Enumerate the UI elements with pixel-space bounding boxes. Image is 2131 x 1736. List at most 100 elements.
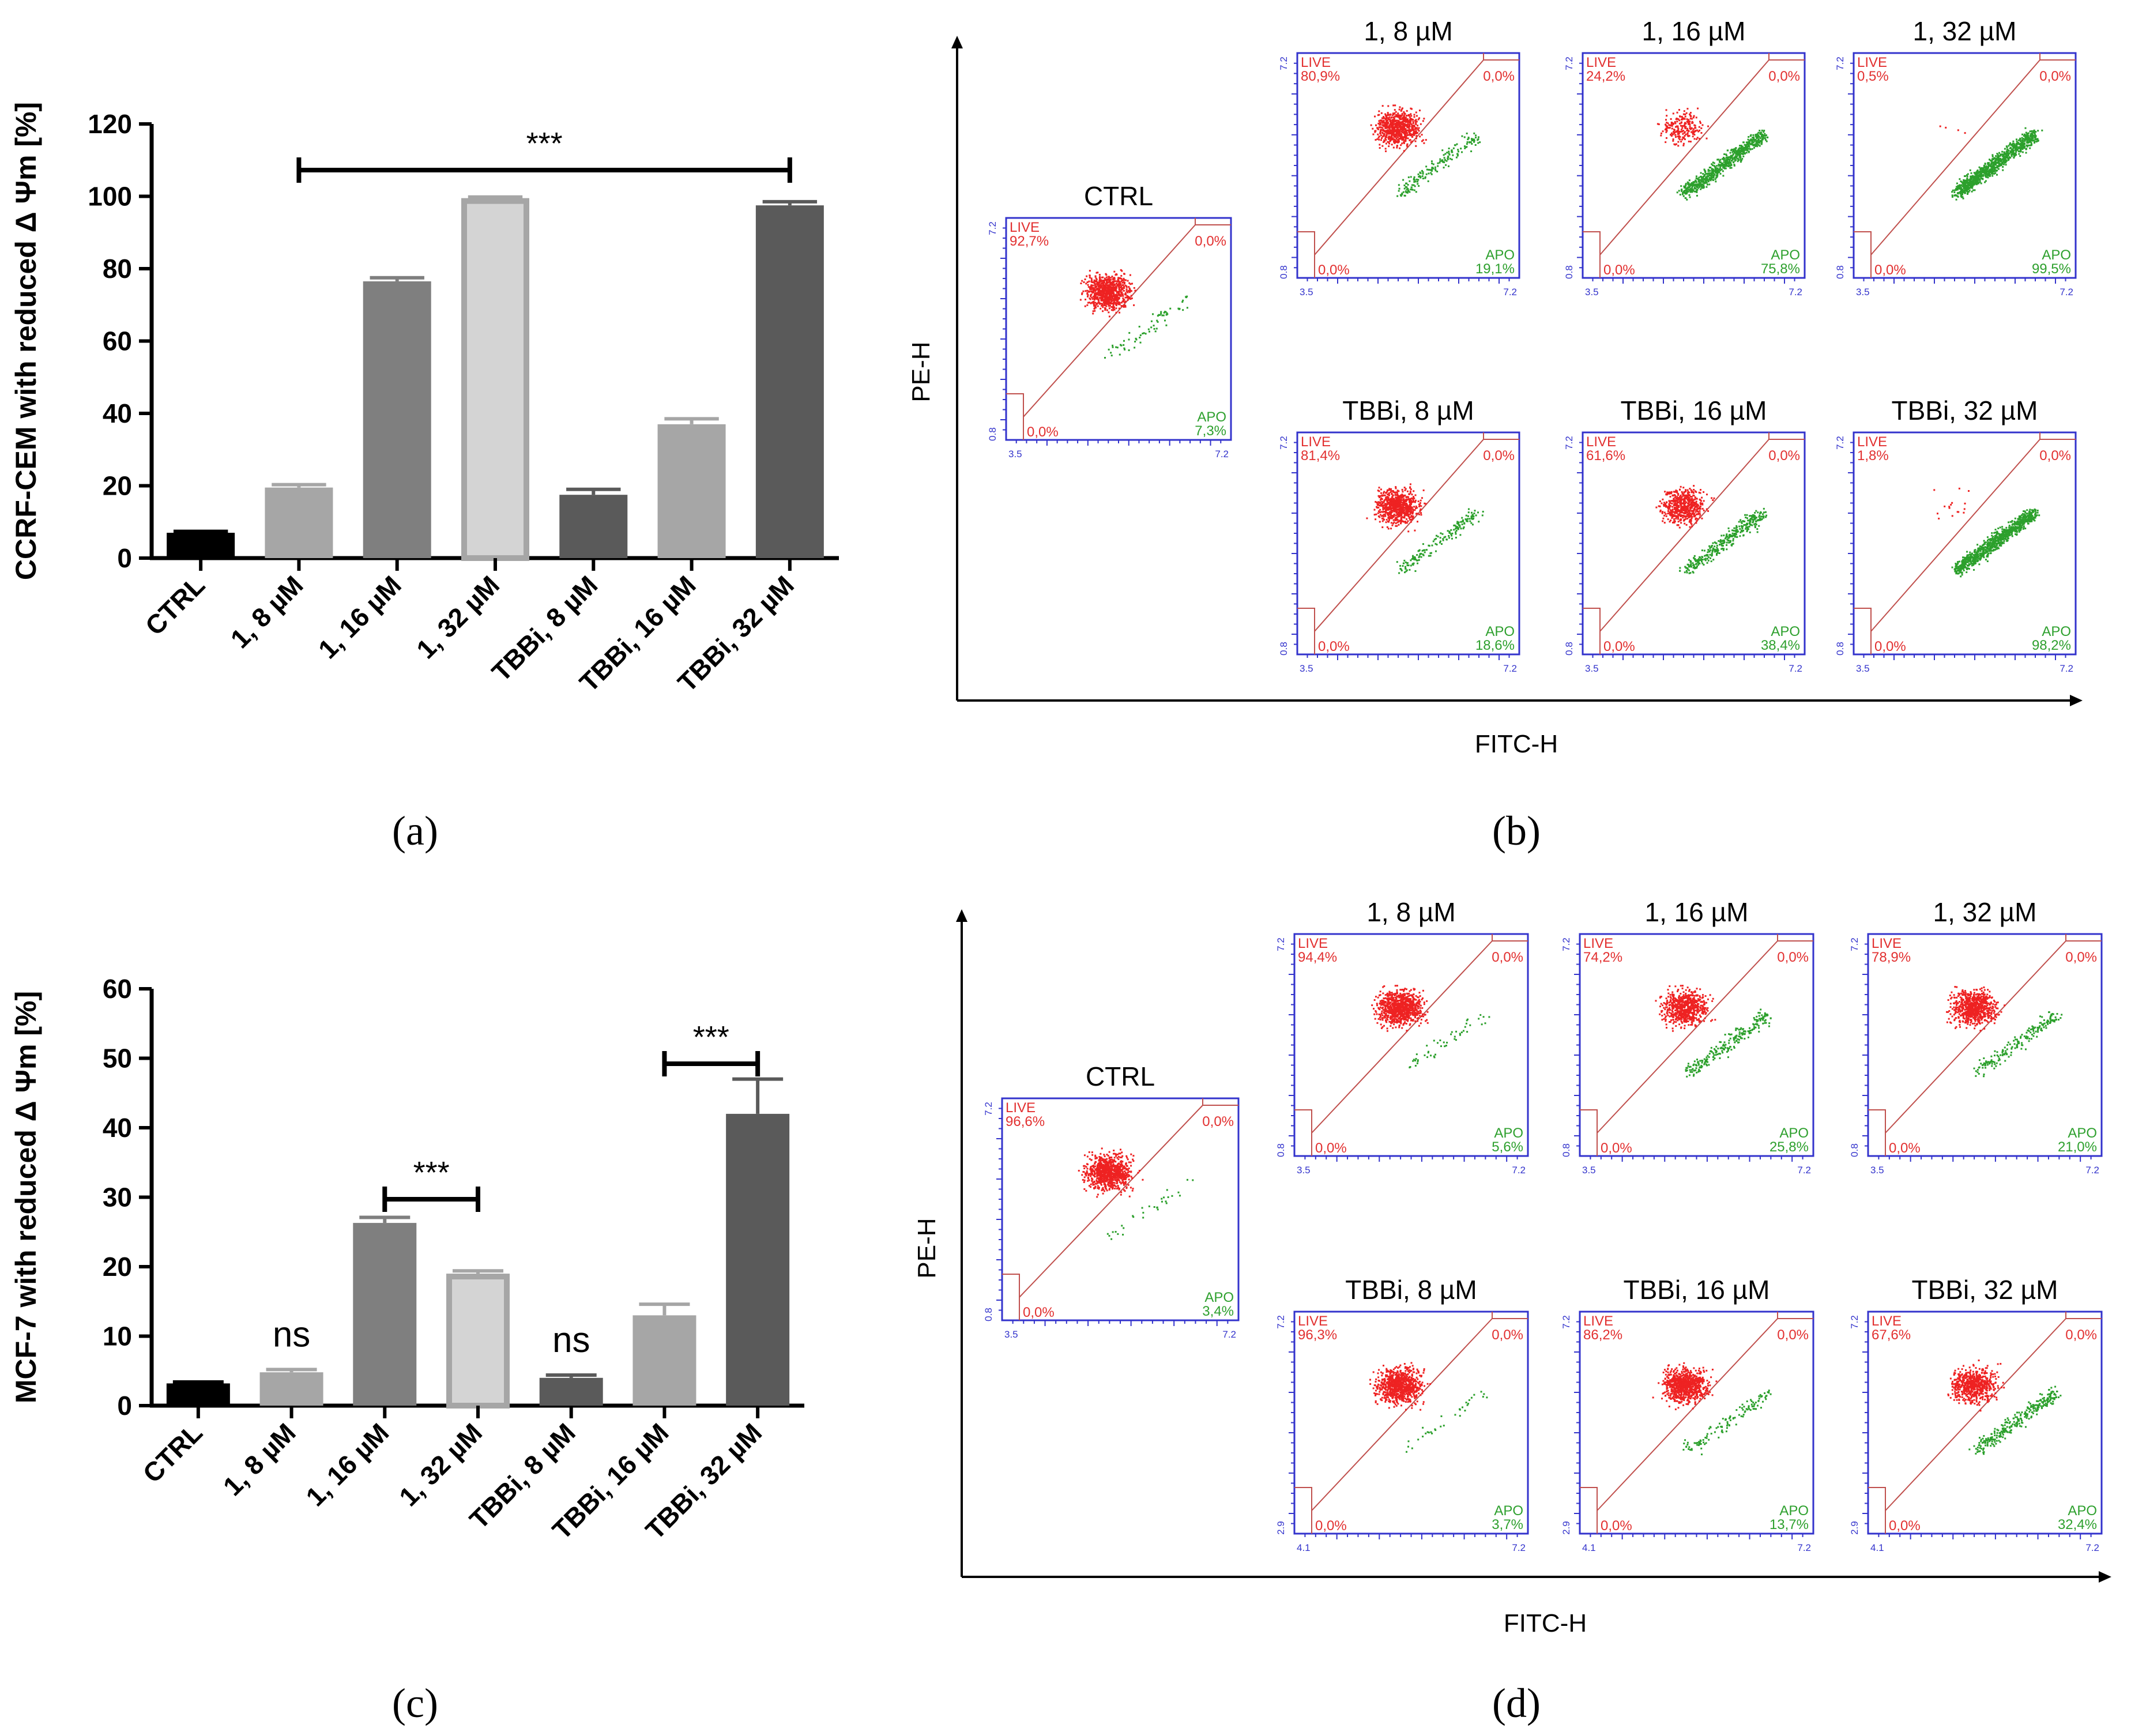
apo-dot <box>1473 139 1475 141</box>
live-dot <box>1101 282 1104 284</box>
live-dot <box>1134 289 1136 292</box>
live-dot <box>1383 117 1385 119</box>
live-dot <box>1385 492 1387 494</box>
live-dot <box>1407 515 1410 518</box>
apo-dot <box>2015 154 2017 156</box>
apo-dot <box>1413 179 1415 181</box>
live-dot <box>1100 279 1102 281</box>
live-dot <box>1394 109 1396 111</box>
live-dot <box>1416 507 1418 509</box>
live-dot <box>1380 112 1383 114</box>
live-dot <box>1389 140 1391 142</box>
live-dot <box>1112 288 1114 291</box>
apo-dot <box>2034 136 2036 138</box>
apo-dot <box>1413 558 1415 560</box>
apo-dot <box>1702 176 1704 179</box>
live-dot <box>1377 512 1379 514</box>
live-dot <box>1676 490 1678 492</box>
apo-dot <box>2018 150 2020 153</box>
apo-dot <box>1968 187 1970 189</box>
apo-dot <box>1421 549 1424 552</box>
live-dot <box>1405 115 1407 117</box>
apo-dot <box>1996 153 1998 155</box>
live-dot <box>1100 302 1102 304</box>
apo-dot <box>1733 149 1735 151</box>
apo-dot <box>1682 190 1685 193</box>
apo-dot <box>1710 176 1712 179</box>
apo-dot <box>1987 170 1990 172</box>
live-dot <box>1686 120 1688 123</box>
apo-dot <box>1443 157 1445 159</box>
live-dot <box>1410 488 1412 491</box>
live-dot <box>1394 494 1396 496</box>
live-dot <box>1385 150 1387 152</box>
apo-dot <box>1705 178 1707 180</box>
live-dot <box>1105 301 1107 303</box>
apo-dot <box>1959 178 1961 180</box>
live-dot <box>1391 504 1394 507</box>
apo-dot <box>1696 183 1698 186</box>
apo-dot <box>1755 145 1757 147</box>
live-dot <box>1086 304 1089 306</box>
live-dot <box>1400 126 1402 129</box>
live-dot <box>1692 116 1695 119</box>
live-dot <box>1407 509 1410 511</box>
live-dot <box>1384 127 1387 129</box>
live-dot <box>1403 111 1405 113</box>
live-dot <box>1699 129 1701 131</box>
y-tick-label: 10 <box>103 1321 132 1351</box>
apo-dot <box>1701 183 1704 186</box>
apo-dot <box>1734 159 1737 161</box>
live-dot <box>1413 133 1415 135</box>
live-dot <box>1097 299 1100 301</box>
live-dot <box>1413 131 1415 133</box>
live-dot <box>1086 289 1089 292</box>
live-dot <box>1945 126 1947 129</box>
live-dot <box>1402 491 1404 493</box>
live-dot <box>1415 119 1417 121</box>
gate-diagonal <box>1314 59 1484 255</box>
apo-dot <box>1410 176 1412 178</box>
apo-dot <box>2003 152 2005 154</box>
apo-dot <box>1968 180 1971 182</box>
apo-dot <box>1688 186 1691 188</box>
live-dot <box>1123 273 1125 275</box>
x-tick-label: 1, 16 µM <box>313 570 407 664</box>
live-dot <box>1113 308 1116 311</box>
live-dot <box>1405 522 1407 524</box>
live-dot <box>1118 277 1120 280</box>
apo-dot <box>1951 194 1953 197</box>
apo-dot <box>1181 301 1184 303</box>
apo-dot <box>1418 175 1420 178</box>
live-dot <box>1676 130 1678 132</box>
live-dot <box>1398 499 1400 501</box>
live-dot <box>1090 285 1092 287</box>
apo-dot <box>2006 150 2008 152</box>
gate-diagonal <box>1870 59 2040 255</box>
live-dot <box>1682 113 1685 115</box>
live-dot <box>1403 120 1406 122</box>
apo-dot <box>1987 165 1990 167</box>
live-dot <box>1405 496 1407 498</box>
live-dot <box>1396 489 1399 492</box>
apo-dot <box>1712 171 1714 173</box>
live-dot <box>1104 285 1106 288</box>
apo-dot <box>1447 157 1449 160</box>
apo-dot <box>1738 155 1741 157</box>
live-dot <box>1400 510 1402 512</box>
apo-dot <box>1429 169 1432 171</box>
live-dot <box>1405 138 1407 140</box>
live-dot <box>1092 310 1094 312</box>
apo-dot <box>1972 184 1975 186</box>
live-dot <box>1404 112 1406 115</box>
apo-dot <box>2000 153 2002 156</box>
apo-dot <box>1447 530 1449 532</box>
live-dot <box>1091 292 1094 294</box>
apo-dot <box>1687 183 1689 185</box>
significance-label: *** <box>526 126 563 161</box>
apo-dot <box>1976 175 1978 178</box>
live-label: LIVE <box>1857 55 1887 70</box>
live-dot <box>1381 504 1383 507</box>
apo-dot <box>1735 152 1737 155</box>
scatter-dots <box>1370 104 1481 197</box>
